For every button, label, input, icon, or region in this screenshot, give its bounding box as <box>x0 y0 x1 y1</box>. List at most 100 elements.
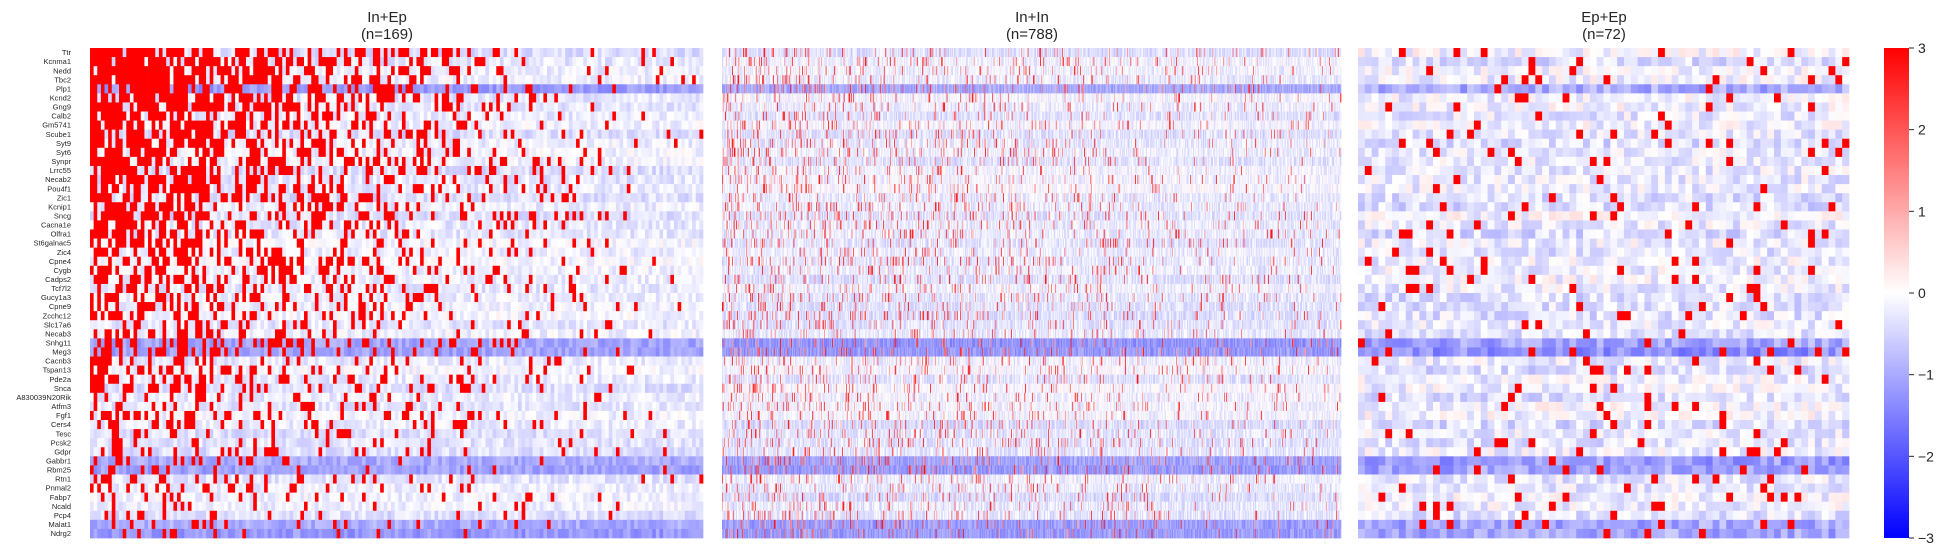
heatmap-cell <box>144 75 148 84</box>
heatmap-cell <box>311 93 315 102</box>
heatmap-cell <box>177 193 181 202</box>
heatmap-cell <box>141 75 145 84</box>
heatmap-cell <box>326 130 330 139</box>
heatmap-cell <box>315 175 319 184</box>
heatmap-cell <box>398 121 402 130</box>
heatmap-cell <box>652 48 656 57</box>
heatmap-cell <box>663 175 667 184</box>
heatmap-cell <box>431 84 435 93</box>
heatmap-cell <box>627 93 631 102</box>
heatmap-cell <box>246 57 250 66</box>
heatmap-cell <box>696 84 700 93</box>
heatmap-cell <box>402 184 406 193</box>
heatmap-cell <box>554 112 558 121</box>
heatmap-cell <box>467 57 471 66</box>
heatmap-cell <box>300 193 304 202</box>
heatmap-cell <box>601 157 605 166</box>
heatmap-cell <box>144 48 148 57</box>
heatmap-cell <box>583 148 587 157</box>
heatmap-cell <box>90 57 94 66</box>
heatmap-cell <box>467 193 471 202</box>
heatmap-cell <box>148 202 152 211</box>
heatmap-cell <box>547 157 551 166</box>
heatmap-cell <box>395 139 399 148</box>
heatmap-cell <box>387 130 391 139</box>
heatmap-cell <box>398 157 402 166</box>
heatmap-cell <box>228 202 232 211</box>
heatmap-cell <box>569 48 573 57</box>
heatmap-cell <box>406 148 410 157</box>
heatmap-cell <box>641 57 645 66</box>
heatmap-cell <box>576 48 580 57</box>
heatmap-cell <box>260 121 264 130</box>
heatmap-cell <box>551 75 555 84</box>
heatmap-cell <box>460 157 464 166</box>
heatmap-cell <box>348 48 352 57</box>
heatmap-cell <box>572 84 576 93</box>
heatmap-cell <box>213 157 217 166</box>
heatmap-cell <box>554 193 558 202</box>
heatmap-cell <box>507 102 511 111</box>
heatmap-cell <box>210 148 214 157</box>
heatmap-cell <box>641 102 645 111</box>
heatmap-cell <box>340 102 344 111</box>
heatmap-cell <box>344 166 348 175</box>
heatmap-cell <box>449 57 453 66</box>
heatmap-cell <box>112 66 116 75</box>
heatmap-cell <box>351 48 355 57</box>
heatmap-cell <box>231 121 235 130</box>
heatmap-cell <box>674 66 678 75</box>
heatmap-cell <box>213 66 217 75</box>
heatmap-cell <box>297 175 301 184</box>
heatmap-cell <box>398 184 402 193</box>
heatmap-cell <box>213 166 217 175</box>
heatmap-cell <box>119 184 123 193</box>
heatmap-cell <box>192 148 196 157</box>
heatmap-cell <box>493 157 497 166</box>
heatmap-cell <box>224 57 228 66</box>
heatmap-cell <box>554 175 558 184</box>
heatmap-cell <box>594 48 598 57</box>
heatmap-cell <box>329 66 333 75</box>
heatmap-cell <box>195 148 199 157</box>
heatmap-cell <box>340 139 344 148</box>
heatmap-cell <box>286 112 290 121</box>
heatmap-cell <box>152 93 156 102</box>
heatmap-cell <box>554 66 558 75</box>
heatmap-cell <box>271 148 275 157</box>
heatmap-cell <box>380 93 384 102</box>
heatmap-cell <box>500 57 504 66</box>
heatmap-cell <box>199 130 203 139</box>
heatmap-cell <box>337 48 341 57</box>
heatmap-cell <box>344 148 348 157</box>
heatmap-cell <box>456 93 460 102</box>
heatmap-cell <box>279 202 283 211</box>
heatmap-cell <box>108 102 112 111</box>
heatmap-cell <box>453 48 457 57</box>
heatmap-cell <box>583 57 587 66</box>
heatmap-cell <box>195 139 199 148</box>
heatmap-cell <box>605 184 609 193</box>
heatmap-cell <box>181 148 185 157</box>
heatmap-cell <box>638 148 642 157</box>
heatmap-cell <box>123 139 127 148</box>
heatmap-cell <box>242 184 246 193</box>
heatmap-cell <box>264 75 268 84</box>
heatmap-cell <box>101 157 105 166</box>
heatmap-cell <box>163 166 167 175</box>
heatmap-cell <box>500 75 504 84</box>
heatmap-cell <box>384 157 388 166</box>
heatmap-cell <box>304 84 308 93</box>
heatmap-cell <box>231 93 235 102</box>
heatmap-cell <box>395 57 399 66</box>
heatmap-cell <box>192 193 196 202</box>
heatmap-cell <box>467 66 471 75</box>
heatmap-cell <box>358 130 362 139</box>
heatmap-cell <box>616 121 620 130</box>
heatmap-cell <box>630 102 634 111</box>
heatmap-cell <box>181 157 185 166</box>
heatmap-cell <box>329 175 333 184</box>
heatmap-cell <box>101 121 105 130</box>
heatmap-cell <box>460 84 464 93</box>
heatmap-cell <box>409 102 413 111</box>
